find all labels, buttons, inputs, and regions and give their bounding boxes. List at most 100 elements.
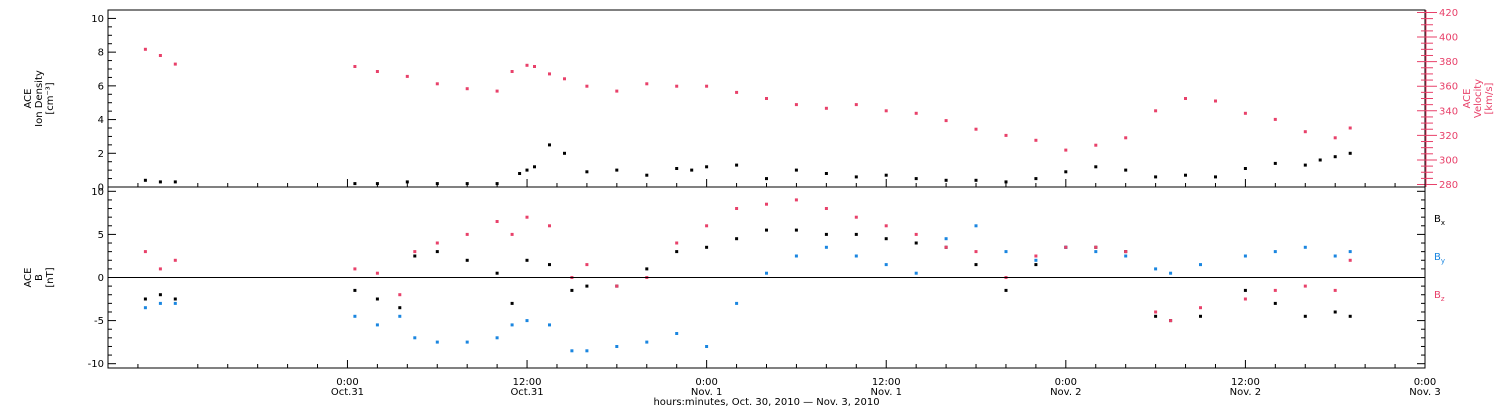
- bx-point: [645, 267, 649, 271]
- bz-point: [944, 245, 948, 249]
- by-point: [735, 301, 739, 305]
- bz-point: [1303, 284, 1307, 288]
- bx-point: [705, 245, 709, 249]
- density-tick-label: 8: [98, 48, 104, 59]
- x-tick-time: 0:00: [1414, 377, 1436, 388]
- by-point: [495, 336, 499, 340]
- velocity-tick-label: 300: [1439, 155, 1458, 166]
- velocity-tick-label: 340: [1439, 106, 1458, 117]
- density-point: [1214, 175, 1217, 179]
- by-point: [794, 254, 798, 258]
- velocity-point: [735, 90, 739, 94]
- density-point: [518, 172, 522, 175]
- labels: 0 2 4 6 8 10 280 300 320 340 360 380 400 420 -10 -5 0 5 10…: [23, 8, 1495, 408]
- velocity-point: [824, 106, 828, 110]
- by-point: [353, 314, 357, 318]
- by-point: [525, 319, 529, 323]
- velocity-point: [375, 70, 379, 73]
- density-axis-label: ACE: [23, 89, 34, 109]
- density-tick-label: 2: [98, 149, 104, 160]
- velocity-point: [1348, 126, 1352, 130]
- b-tick-label: -5: [94, 316, 104, 327]
- bx-point: [765, 228, 768, 232]
- density-point: [1318, 158, 1322, 162]
- axes: [107, 9, 1437, 369]
- b-tick-label: 5: [98, 230, 104, 241]
- by-point: [824, 245, 828, 249]
- velocity-point: [675, 84, 679, 88]
- bz-point: [615, 284, 619, 288]
- velocity-point: [1303, 130, 1307, 134]
- density-point: [585, 170, 589, 174]
- by-point: [1169, 271, 1173, 275]
- bz-point: [1199, 306, 1202, 310]
- density-point: [1034, 177, 1038, 181]
- bz-point: [854, 215, 858, 219]
- density-point: [1348, 151, 1352, 155]
- bx-point: [1303, 314, 1307, 318]
- bz-point: [765, 202, 768, 206]
- by-point: [944, 237, 948, 241]
- velocity-point: [1094, 143, 1098, 147]
- x-tick-date: Nov. 2: [1050, 387, 1081, 398]
- x-tick-date: Nov. 3: [1409, 387, 1440, 398]
- density-point: [1154, 175, 1158, 179]
- density-axis-label: Ion Density: [34, 70, 45, 127]
- bx-point: [1333, 310, 1337, 314]
- bx-point: [158, 293, 162, 297]
- by-point: [435, 340, 439, 344]
- density-point: [645, 173, 649, 177]
- velocity-point: [405, 74, 409, 78]
- velocity-point: [944, 119, 948, 123]
- velocity-axis-label: [km/s]: [1484, 82, 1495, 114]
- velocity-point: [435, 82, 439, 86]
- b-tick-label: 0: [98, 273, 104, 284]
- bz-point: [158, 267, 162, 271]
- density-point: [525, 168, 529, 172]
- velocity-point: [548, 72, 551, 76]
- by-point: [413, 336, 417, 340]
- velocity-tick-label: 420: [1439, 8, 1458, 19]
- by-point: [1243, 254, 1247, 258]
- velocity-tick-label: 400: [1439, 33, 1458, 44]
- bx-point: [1273, 301, 1277, 305]
- density-point: [1124, 168, 1128, 172]
- by-point: [375, 323, 379, 327]
- by-point: [1124, 254, 1128, 258]
- b-axis-label: B: [34, 274, 45, 281]
- by-point: [1348, 250, 1352, 254]
- density-point: [1333, 155, 1337, 159]
- bz-point: [510, 232, 514, 236]
- by-point: [1094, 250, 1098, 254]
- by-point: [1199, 263, 1202, 267]
- bz-point: [675, 241, 679, 245]
- velocity-point: [353, 65, 357, 68]
- density-point: [1303, 163, 1307, 167]
- legend-bz: Bz: [1434, 290, 1445, 303]
- legend-by: By: [1434, 252, 1445, 265]
- x-tick-date: Oct.31: [331, 387, 364, 398]
- bz-point: [413, 250, 417, 254]
- density-point: [765, 177, 768, 181]
- velocity-point: [1333, 136, 1337, 140]
- bx-point: [735, 237, 739, 241]
- velocity-point: [173, 62, 177, 66]
- velocity-tick-label: 380: [1439, 57, 1458, 68]
- b-axis-label: ACE: [23, 268, 34, 288]
- density-point: [884, 173, 888, 177]
- density-point: [1094, 165, 1098, 169]
- density-point: [690, 168, 694, 172]
- by-point: [585, 349, 589, 353]
- density-point: [944, 178, 948, 182]
- density-point: [705, 165, 709, 169]
- bz-point: [375, 271, 379, 275]
- bz-point: [914, 232, 918, 236]
- bz-point: [585, 263, 589, 267]
- bz-point: [1273, 288, 1277, 292]
- bx-point: [548, 263, 551, 267]
- velocity-point: [914, 111, 918, 115]
- by-point: [465, 340, 469, 344]
- bz-point: [525, 215, 529, 219]
- velocity-point: [705, 84, 709, 88]
